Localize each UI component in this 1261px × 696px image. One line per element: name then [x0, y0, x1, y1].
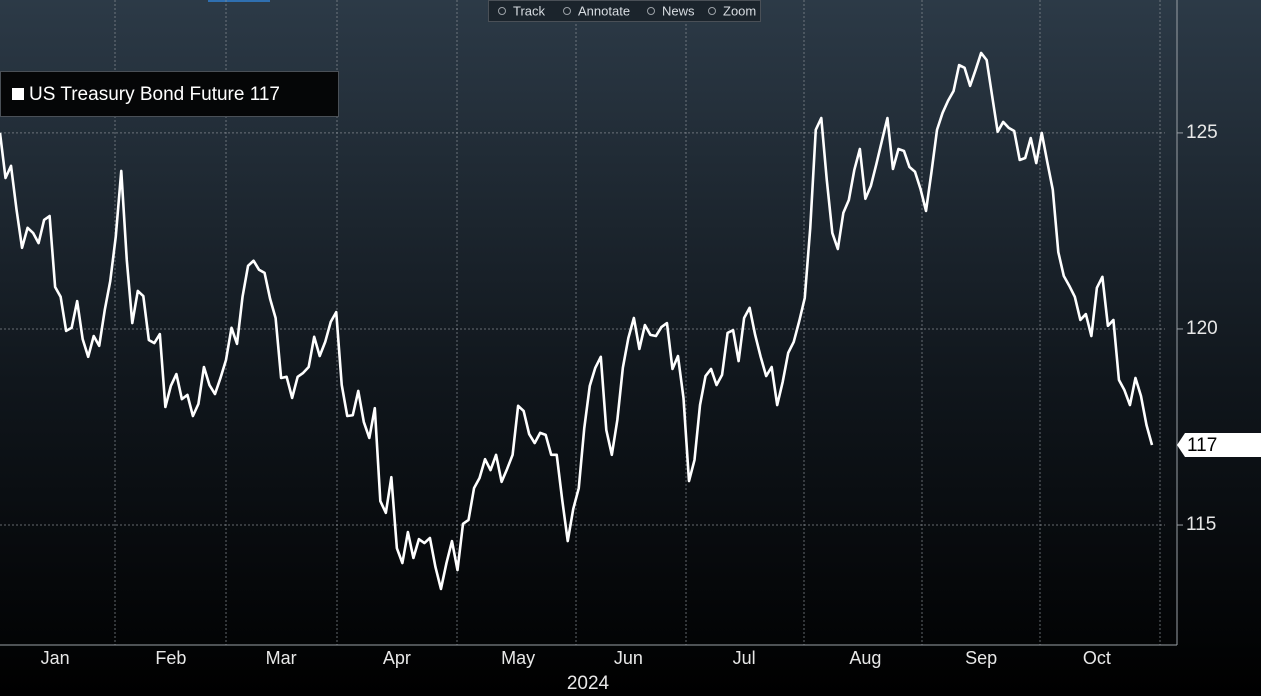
toolbar-button[interactable]: Annotate	[554, 1, 636, 21]
legend-swatch	[12, 88, 24, 100]
x-tick-label: Feb	[155, 648, 186, 668]
toolbar-icon	[498, 7, 506, 15]
legend: US Treasury Bond Future 117	[0, 71, 339, 117]
toolbar-button[interactable]: Track	[489, 1, 552, 21]
toolbar-label[interactable]: News	[662, 3, 695, 18]
last-price-label: 117	[1187, 435, 1217, 456]
legend-label: US Treasury Bond Future 117	[29, 84, 280, 105]
x-tick-label: Jul	[733, 648, 756, 668]
toolbar-icon	[563, 7, 571, 15]
plot: 115 120 125 Jan Feb Mar Apr May Jun Jul Aug Sep Oct 1…	[0, 51, 1261, 668]
y-tick-label: 125	[1186, 122, 1218, 143]
toolbar-box	[488, 0, 761, 22]
x-tick-label: Aug	[849, 648, 881, 668]
last-price-tag	[1177, 433, 1261, 458]
price-line	[0, 51, 1154, 591]
toolbar-button[interactable]: News	[638, 1, 697, 21]
x-tick-label: Jun	[614, 648, 643, 668]
toolbar-label[interactable]: Zoom	[723, 3, 756, 18]
x-axis-label: 2024	[567, 673, 610, 694]
toolbar-icon	[647, 7, 655, 15]
x-tick-label: Sep	[965, 648, 997, 668]
top-accent	[208, 0, 270, 2]
toolbar-label[interactable]: Annotate	[578, 3, 630, 18]
y-tick-label: 115	[1186, 514, 1216, 535]
x-tick-label: Jan	[41, 648, 70, 668]
toolbar-button[interactable]: Zoom	[699, 1, 759, 21]
x-tick-label: Apr	[383, 648, 411, 668]
x-tick-label: Mar	[266, 648, 297, 668]
toolbar-icon	[708, 7, 716, 15]
month-grid	[114, 0, 1161, 645]
x-tick-label: Oct	[1083, 648, 1111, 668]
y-tick-label: 120	[1186, 318, 1218, 339]
toolbar: Track Annotate News Zoom	[488, 0, 761, 22]
x-tick-label: May	[501, 648, 535, 668]
toolbar-label[interactable]: Track	[513, 3, 546, 18]
legend-box	[0, 71, 339, 117]
